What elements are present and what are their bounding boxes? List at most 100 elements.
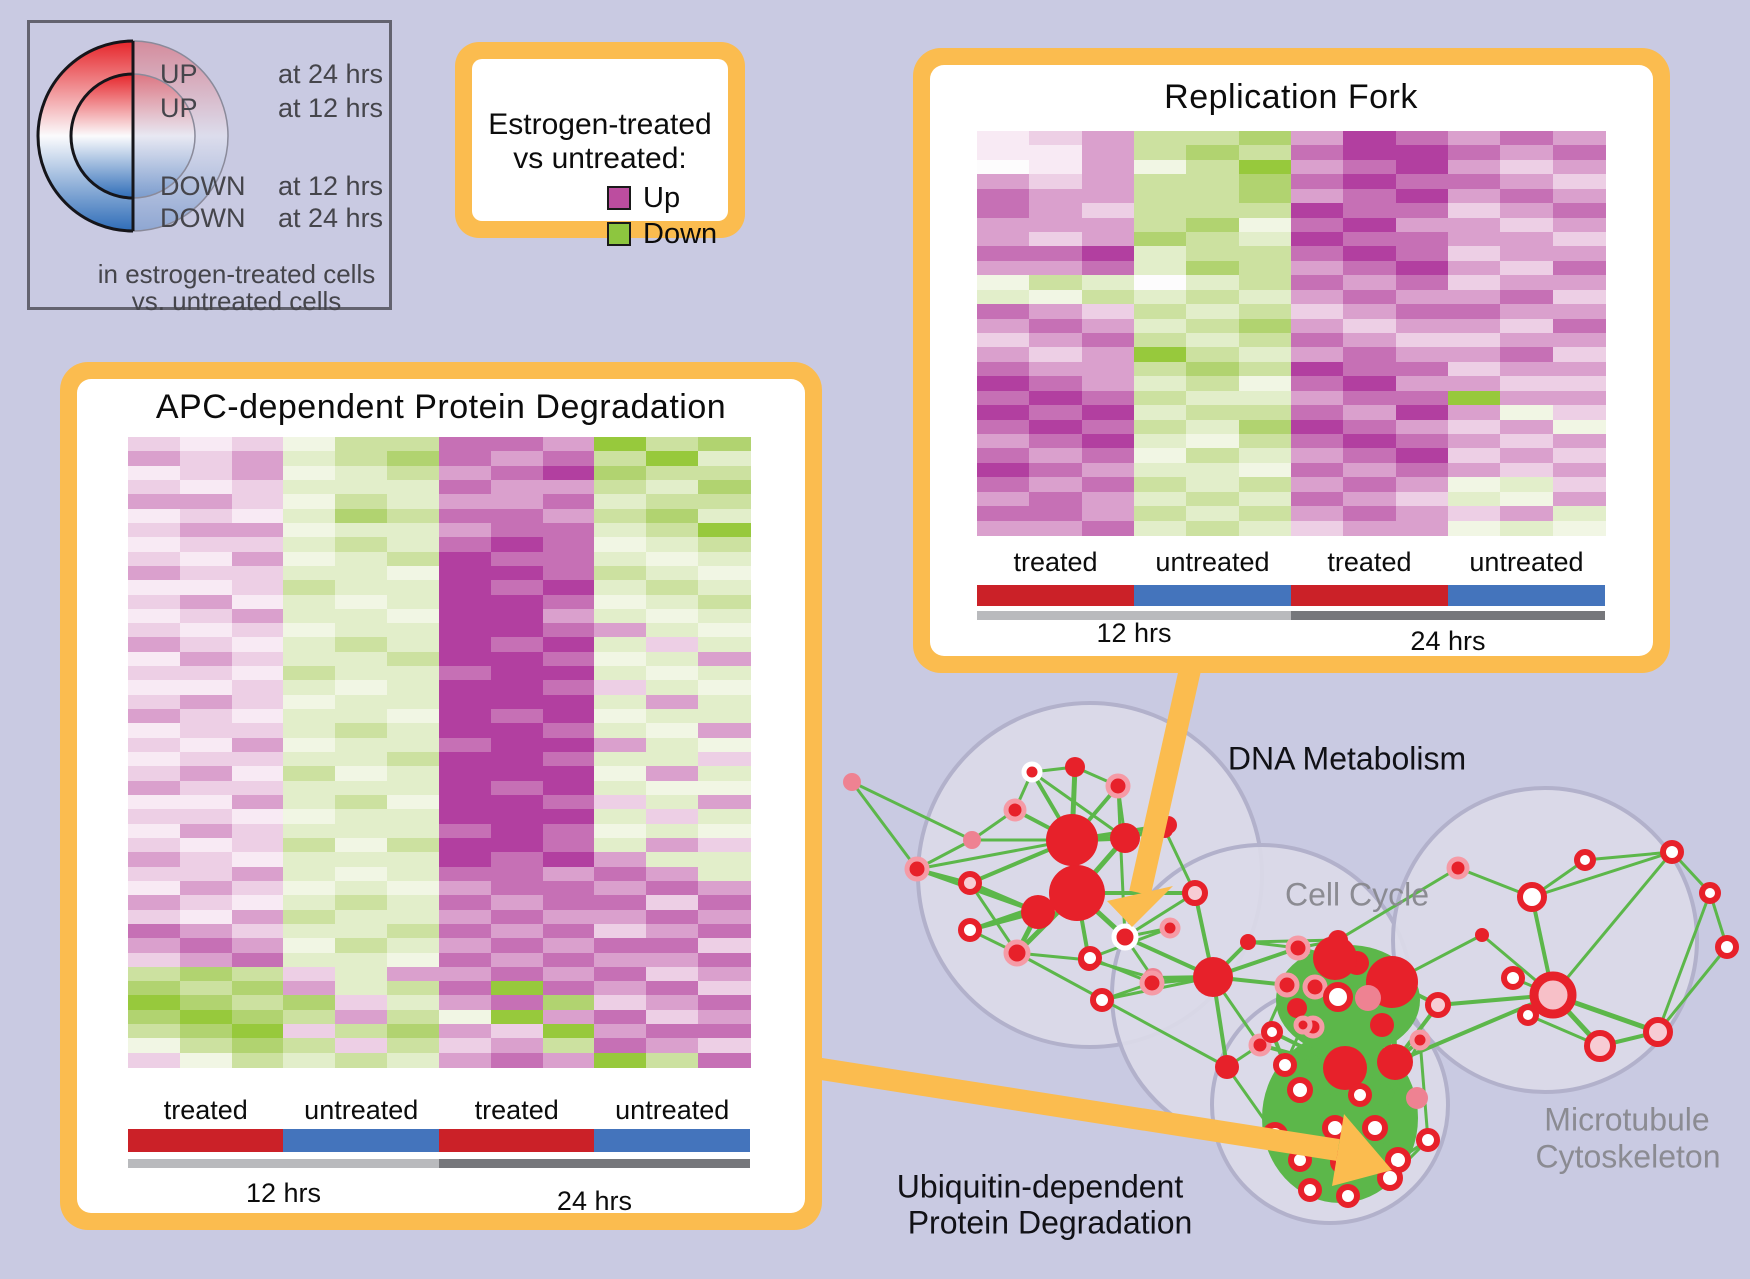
heatmap-cell [1447, 506, 1501, 522]
heatmap-cell [128, 766, 181, 782]
network-edge-121 [1225, 1066, 1277, 1136]
heatmap-cell [387, 680, 440, 696]
heatmap-cell [594, 651, 647, 667]
heatmap-cell [490, 437, 544, 453]
heatmap-cell [977, 188, 1031, 204]
heatmap-cell [1552, 419, 1606, 435]
heatmap-cell [1395, 491, 1449, 507]
heatmap-cell [128, 709, 181, 725]
heatmap-cell [387, 608, 440, 624]
heatmap-cell [179, 594, 233, 610]
heatmap-cell [387, 837, 440, 853]
heatmap-cell [594, 866, 647, 882]
heatmap-cell [542, 479, 596, 495]
heatmap-cell [594, 565, 647, 581]
heatmap-cell [1447, 174, 1501, 190]
heatmap-cell [179, 694, 233, 710]
heatmap-cell [128, 952, 181, 968]
heatmap-cell [1343, 333, 1397, 349]
heatmap-cell [1343, 246, 1397, 262]
heatmap-cell [1395, 448, 1449, 464]
heatmap-cell [542, 522, 596, 538]
heatmap-cell [1238, 217, 1292, 233]
heatmap-cell [283, 895, 336, 911]
heatmap-cell [438, 594, 492, 610]
heatmap-cell [1186, 448, 1240, 464]
heatmap-cell [1395, 159, 1449, 175]
heatmap-cell [128, 451, 181, 467]
gene-node-d3 [1105, 773, 1131, 799]
heatmap-cell [128, 795, 181, 811]
heatmap-cell [335, 537, 388, 553]
gene-node-d10 [1021, 895, 1055, 929]
heatmap-cell [1186, 477, 1240, 493]
heatmap-cell [1186, 246, 1240, 262]
heatmap-cell [698, 651, 751, 667]
heatmap-cell [698, 437, 751, 453]
heatmap-cell [179, 837, 233, 853]
heatmap-cell [1395, 318, 1449, 334]
gene-node-d5 [963, 831, 981, 849]
down-swatch-icon [607, 222, 631, 246]
heatmap-cell [1133, 159, 1187, 175]
heatmap-cell [1343, 347, 1397, 363]
heatmap-cell [128, 995, 181, 1011]
heatmap-cell [977, 361, 1031, 377]
time-bar-12hrs [128, 1159, 439, 1168]
heatmap-cell [438, 981, 492, 997]
heatmap-cell [542, 551, 596, 567]
heatmap-cell [1081, 232, 1135, 248]
heatmap-cell [542, 651, 596, 667]
heatmap-cell [438, 637, 492, 653]
gene-node-d17 [1193, 957, 1233, 997]
heatmap-cell [1133, 520, 1187, 536]
heatmap-cell [646, 766, 699, 782]
heatmap-cell [646, 995, 699, 1011]
heatmap-cell [542, 809, 596, 825]
gene-node-c10 [1274, 972, 1300, 998]
heatmap-cell [387, 437, 440, 453]
heatmap-cell [1500, 376, 1554, 392]
heatmap-cell [1029, 419, 1083, 435]
heatmap-cell [1500, 217, 1554, 233]
heatmap-cell [231, 537, 285, 553]
heatmap-cell [283, 952, 336, 968]
heatmap-cell [335, 551, 388, 567]
heatmap-cell [387, 1024, 440, 1040]
heatmap-cell [646, 508, 699, 524]
heatmap-cell [594, 966, 647, 982]
heatmap-cell [646, 952, 699, 968]
heatmap-cell [1290, 491, 1344, 507]
heatmap-cell [128, 565, 181, 581]
network-edge-5 [916, 838, 1073, 871]
heatmap-cell [1238, 145, 1292, 161]
heatmap-cell [1395, 145, 1449, 161]
heatmap-cell [438, 437, 492, 453]
heatmap-cell [1552, 405, 1606, 421]
heatmap-cell [387, 565, 440, 581]
heatmap-cell [387, 966, 440, 982]
heatmap-cell [1133, 203, 1187, 219]
heatmap-cell [231, 752, 285, 768]
heatmap-cell [1552, 174, 1606, 190]
heatmap-cell [128, 694, 181, 710]
heatmap-cell [542, 1024, 596, 1040]
heatmap-cell [1029, 275, 1083, 291]
heatmap-cell [1133, 217, 1187, 233]
heatmap-cell [283, 809, 336, 825]
heatmap-cell [490, 880, 544, 896]
heatmap-cell [698, 1052, 751, 1068]
heatmap-cell [977, 217, 1031, 233]
heatmap-cell [977, 289, 1031, 305]
heatmap-cell [1447, 131, 1501, 147]
heatmap-cell [1186, 462, 1240, 478]
heatmap-cell [1290, 232, 1344, 248]
gene-node-u8 [1362, 1115, 1388, 1141]
network-edge-39 [1016, 951, 1228, 1069]
heatmap-cell [1081, 275, 1135, 291]
heatmap-cell [179, 823, 233, 839]
heatmap-cell [335, 766, 388, 782]
heatmap-cell [335, 880, 388, 896]
heatmap-cell [490, 866, 544, 882]
